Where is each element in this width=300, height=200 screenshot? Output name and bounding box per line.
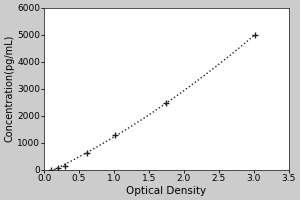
Y-axis label: Concentration(pg/mL): Concentration(pg/mL) <box>4 35 14 142</box>
X-axis label: Optical Density: Optical Density <box>126 186 206 196</box>
